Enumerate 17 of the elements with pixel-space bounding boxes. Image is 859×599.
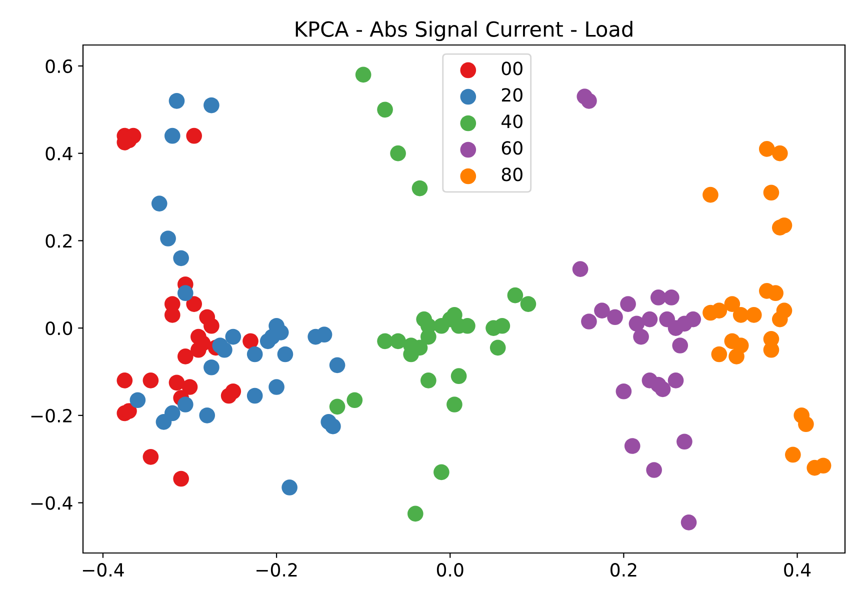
legend-label: 40	[502, 114, 522, 128]
x-tick-label: 0.0	[436, 563, 464, 577]
y-tick-label: −0.2	[31, 408, 72, 423]
y-tick-label: 0.0	[46, 322, 72, 336]
x-tick-label: 0.2	[610, 563, 636, 577]
legend-label: 00	[502, 62, 522, 76]
x-tick-label: −0.2	[256, 563, 297, 577]
legend-label: 80	[502, 168, 522, 182]
x-tick-label: −0.4	[82, 563, 124, 577]
legend-label: 60	[502, 141, 522, 155]
y-tick-label: 0.2	[46, 234, 72, 248]
y-tick-label: 0.4	[46, 146, 72, 160]
y-tick-label: 0.6	[46, 59, 72, 74]
legend-label: 20	[502, 88, 522, 102]
y-tick-label: −0.4	[31, 496, 72, 510]
x-tick-label: 0.4	[784, 563, 811, 577]
chart-title: KPCA - Abs Signal Current - Load	[296, 20, 632, 41]
